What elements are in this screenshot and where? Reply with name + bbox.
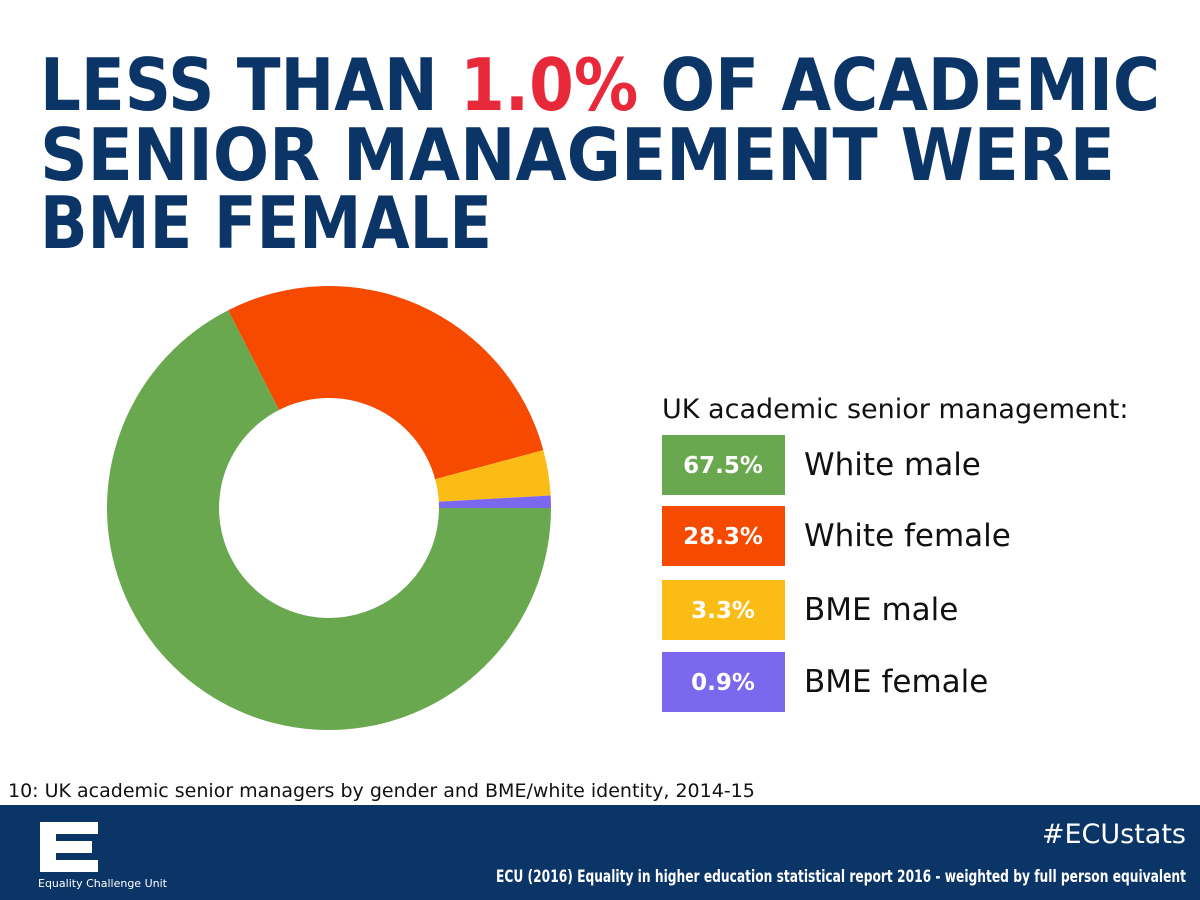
title-part: OF ACADEMIC <box>638 43 1160 127</box>
value-label: 67.5% <box>683 453 763 479</box>
legend-title: UK academic senior management: <box>662 394 1128 425</box>
title-line: SENIOR MANAGEMENT WERE <box>40 113 1115 197</box>
legend-label: BME male <box>804 592 958 628</box>
logo <box>40 822 98 872</box>
legend-swatch <box>662 652 785 712</box>
donut-slice <box>438 495 551 508</box>
value-label: 0.9% <box>691 670 755 696</box>
logo-text: Equality Challenge Unit <box>38 877 168 890</box>
title-highlight: 1.0% <box>460 43 638 127</box>
source: ECU (2016) Equality in higher education … <box>496 867 1186 887</box>
value-label: 28.3% <box>683 524 763 550</box>
donut <box>107 286 551 731</box>
donut-slice <box>435 450 551 502</box>
hashtag: #ECUstats <box>1042 819 1186 850</box>
legend-swatch <box>662 506 785 566</box>
legend-label: White female <box>804 518 1011 554</box>
footer-band <box>0 805 1200 900</box>
donut-slice <box>107 310 551 731</box>
legend: 67.5% White male 28.3% White female 3.3% BME … <box>662 435 1011 712</box>
title-line: BME FEMALE <box>40 181 492 265</box>
title-part: LESS THAN <box>40 43 460 127</box>
caption: 10: UK academic senior managers by gende… <box>8 780 755 802</box>
legend-swatch <box>662 435 785 495</box>
value-label: 3.3% <box>691 598 755 624</box>
legend-label: White male <box>804 447 981 483</box>
legend-swatch <box>662 580 785 640</box>
title-line: LESS THAN 1.0% OF ACADEMIC <box>40 43 1160 127</box>
donut-slice <box>228 286 544 480</box>
legend-label: BME female <box>804 664 988 700</box>
